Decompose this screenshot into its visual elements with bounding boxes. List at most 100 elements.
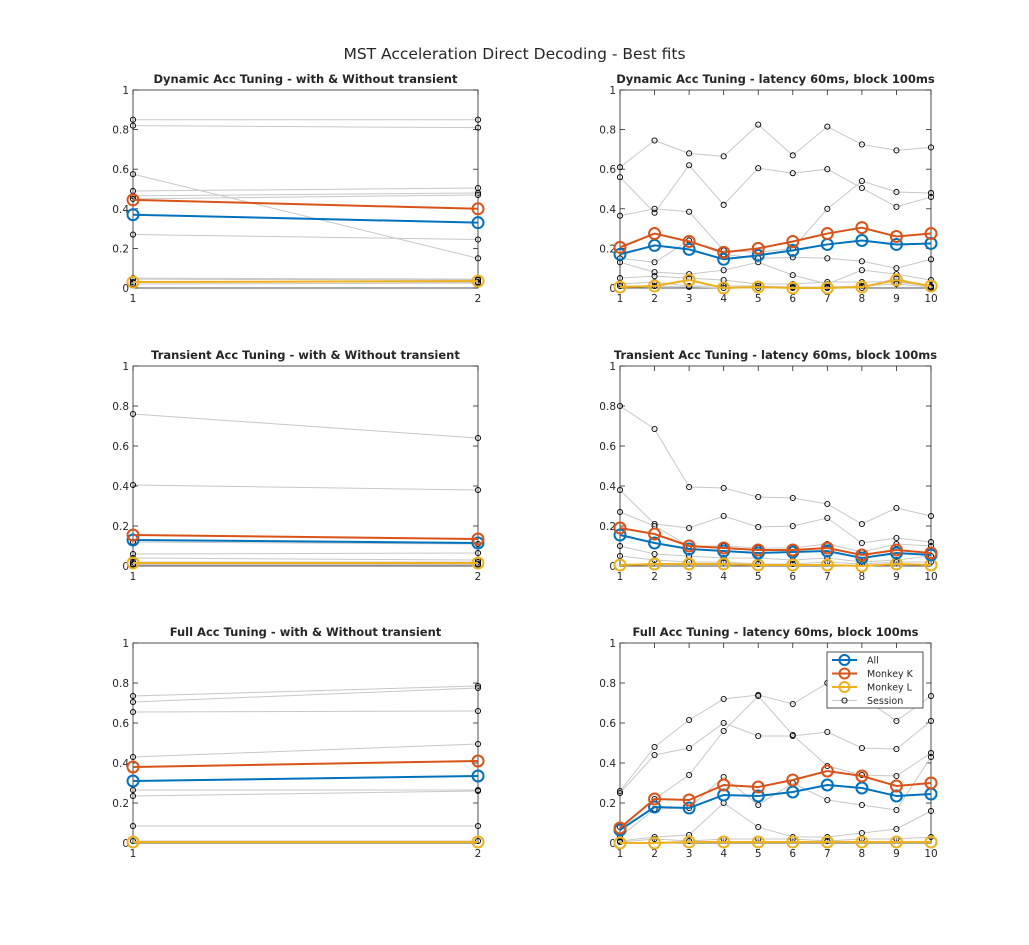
session-point	[651, 205, 658, 212]
session-point	[129, 231, 137, 238]
series-point-monkey-l	[889, 273, 903, 287]
session-point	[474, 255, 482, 262]
session-point	[651, 833, 658, 841]
session-point	[651, 743, 658, 751]
session-point	[474, 189, 482, 197]
session-point	[858, 178, 865, 185]
series-line-all	[619, 239, 932, 261]
session-line	[619, 489, 932, 544]
y-tick-label: 0.2	[112, 798, 129, 810]
session-point	[858, 520, 865, 528]
series-line-all	[132, 539, 479, 544]
session-line	[132, 687, 479, 703]
y-tick-label: 0.4	[599, 481, 616, 493]
x-tick-label: 9	[893, 571, 900, 583]
figure-title: MST Acceleration Direct Decoding - Best …	[343, 45, 686, 63]
y-tick-label: 0	[122, 283, 129, 295]
session-point	[474, 707, 482, 715]
legend-marker	[838, 667, 851, 680]
y-tick-label: 1	[122, 638, 129, 650]
session-point	[129, 116, 137, 123]
session-point	[789, 494, 796, 502]
session-point	[651, 550, 658, 558]
series-point-monkey-k	[786, 773, 800, 787]
session-point	[686, 771, 693, 779]
y-tick-label: 0.6	[112, 441, 129, 453]
session-point	[720, 267, 727, 274]
session-point	[927, 753, 935, 761]
series-point-monkey-k	[648, 792, 662, 806]
session-point	[616, 508, 624, 516]
session-point	[927, 256, 935, 263]
chart-panel-3: Transient Acc Tuning - with & Without tr…	[112, 348, 485, 583]
y-tick-label: 0.6	[599, 164, 616, 176]
session-line	[132, 685, 479, 697]
session-line	[619, 682, 932, 792]
series-line-monkey-k	[619, 226, 932, 254]
session-point	[893, 772, 900, 780]
session-point	[651, 259, 658, 266]
session-point	[686, 744, 693, 752]
session-line	[132, 557, 479, 561]
series-point-all	[855, 233, 869, 247]
series-line-all	[619, 783, 932, 831]
y-tick-label: 0.6	[112, 718, 129, 730]
legend-marker	[841, 697, 848, 704]
session-point	[129, 692, 137, 700]
series-point-monkey-l	[717, 835, 731, 849]
session-point	[616, 787, 624, 795]
session-point	[789, 152, 796, 159]
series-point-monkey-l	[613, 836, 627, 850]
session-point	[474, 434, 482, 442]
series-point-all	[682, 242, 696, 256]
y-tick-label: 0.2	[112, 243, 129, 255]
series-point-monkey-l	[855, 280, 869, 294]
session-point	[651, 269, 658, 276]
session-point	[651, 751, 658, 759]
series-line-all	[132, 213, 479, 224]
session-point	[474, 740, 482, 748]
y-tick-label: 1	[609, 361, 616, 373]
session-point	[474, 116, 482, 123]
session-point	[616, 789, 624, 797]
series-line-monkey-l	[620, 841, 931, 844]
session-point	[893, 504, 900, 512]
y-tick-label: 0.4	[599, 204, 616, 216]
session-point	[893, 147, 900, 154]
legend-label: All	[867, 656, 879, 667]
x-tick-label: 3	[686, 848, 693, 860]
session-point	[686, 283, 693, 291]
series-point-monkey-l	[751, 835, 765, 849]
session-point	[824, 500, 831, 508]
session-line	[619, 261, 932, 285]
series-point-all	[648, 800, 662, 814]
y-tick-label: 0.4	[112, 481, 129, 493]
session-point	[858, 258, 865, 265]
session-point	[651, 520, 658, 528]
x-tick-label: 8	[859, 571, 866, 583]
session-point	[789, 272, 796, 279]
session-point	[755, 282, 762, 290]
series-line-monkey-k	[619, 527, 932, 557]
series-point-monkey-k	[126, 760, 140, 774]
y-tick-label: 0	[122, 561, 129, 573]
session-line	[619, 275, 932, 287]
series-point-all	[126, 533, 140, 547]
x-tick-label: 4	[720, 293, 727, 305]
series-point-monkey-l	[820, 558, 834, 572]
session-line	[132, 278, 479, 281]
series-point-monkey-l	[820, 835, 834, 849]
chart-panel-1: Dynamic Acc Tuning - with & Without tran…	[112, 72, 485, 305]
session-point	[824, 166, 831, 173]
series-point-monkey-k	[717, 778, 731, 792]
session-point	[824, 123, 831, 130]
session-point	[129, 195, 137, 202]
session-line	[132, 192, 479, 197]
y-tick-label: 0.4	[112, 758, 129, 770]
series-line-monkey-k	[132, 760, 479, 768]
series-point-monkey-k	[855, 221, 869, 235]
session-point	[616, 542, 624, 550]
session-point	[720, 719, 727, 727]
y-tick-label: 0	[122, 838, 129, 850]
y-tick-label: 0.8	[112, 678, 129, 690]
